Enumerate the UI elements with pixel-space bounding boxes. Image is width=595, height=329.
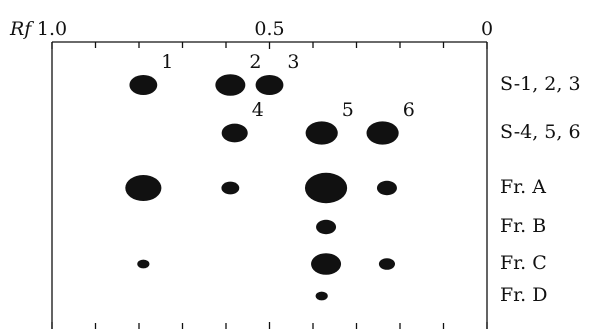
spot-label: 5 xyxy=(342,99,354,121)
spot xyxy=(306,121,338,144)
row-label: Fr. B xyxy=(500,215,546,237)
spot xyxy=(367,121,399,144)
spot xyxy=(311,253,341,275)
x-tick-label: 1.0 xyxy=(37,18,67,40)
spot xyxy=(129,75,157,95)
spot-label: 6 xyxy=(403,99,415,121)
x-axis-label: Rf xyxy=(9,18,34,40)
spot xyxy=(377,181,397,195)
spot-label: 4 xyxy=(252,99,264,121)
spot xyxy=(316,292,328,301)
spot xyxy=(137,260,149,269)
x-tick-label: 0 xyxy=(481,18,493,40)
spot xyxy=(316,220,336,234)
row-label: Fr. A xyxy=(500,176,546,198)
tlc-chart: Rf 1.0 0.5 0 S-1, 2, 3 1 2 3 S-4, 5, 6 4 5 6 Fr. A F… xyxy=(0,0,595,329)
row-label: Fr. C xyxy=(500,252,547,274)
spot xyxy=(305,173,347,203)
spot xyxy=(379,258,395,270)
x-tick-label: 0.5 xyxy=(254,18,284,40)
spot xyxy=(221,182,239,195)
spot-label: 1 xyxy=(161,51,173,73)
spot xyxy=(125,175,161,201)
spot-label: 2 xyxy=(249,51,261,73)
spot xyxy=(256,75,284,95)
row-label: S-4, 5, 6 xyxy=(500,121,581,143)
spot xyxy=(215,74,245,96)
spot xyxy=(222,124,248,143)
row-label: Fr. D xyxy=(500,284,548,306)
row-label: S-1, 2, 3 xyxy=(500,73,581,95)
spot-label: 3 xyxy=(287,51,299,73)
